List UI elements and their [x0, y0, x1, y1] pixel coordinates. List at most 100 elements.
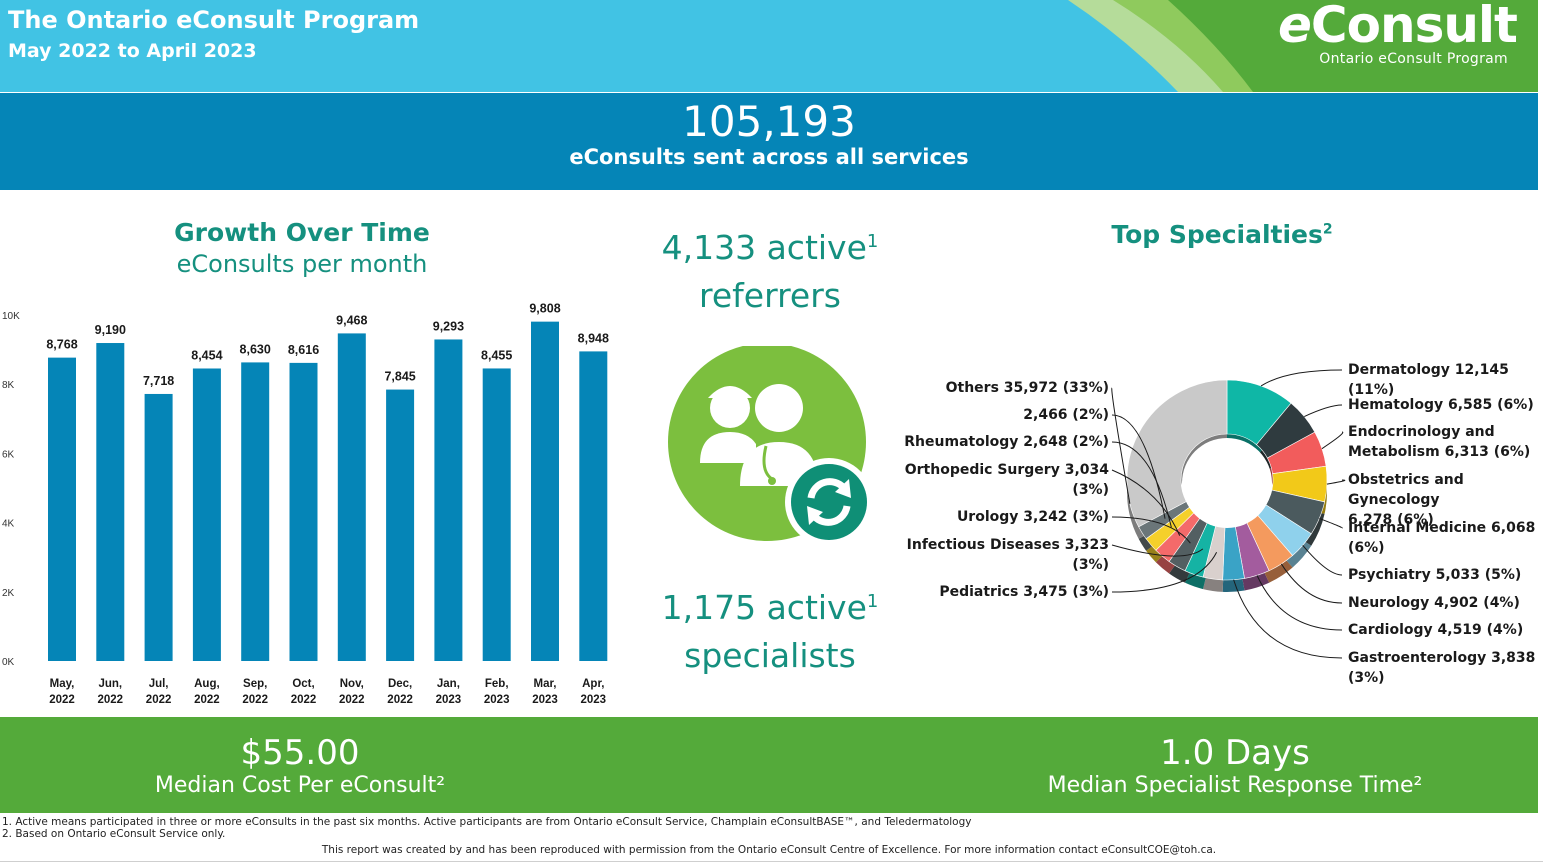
x-tick-label: 2023: [532, 694, 558, 706]
report-title: The Ontario eConsult Program: [8, 6, 420, 34]
y-tick-label: 6K: [2, 449, 15, 460]
bar-value-label: 8,454: [191, 348, 222, 362]
specialty-label-line: Pediatrics 3,475 (3%): [939, 584, 1109, 600]
specialty-label-line: Internal Medicine 6,068: [1348, 520, 1536, 536]
growth-chart-subtitle: eConsults per month: [176, 250, 428, 278]
bar: [48, 357, 76, 661]
specialty-label: Neurology 4,902 (4%): [1348, 593, 1543, 613]
x-tick-label: 2022: [194, 694, 220, 706]
bar-value-label: 8,768: [46, 338, 77, 352]
specialty-label-line: Obstetrics and Gynecology: [1348, 472, 1464, 508]
x-tick-label: Mar,: [533, 678, 556, 690]
x-tick-label: May,: [50, 678, 75, 690]
bar: [337, 333, 366, 661]
leader-line: [1326, 479, 1346, 485]
leader-line: [1321, 431, 1344, 450]
median-cost-label: Median Cost Per eConsult²: [154, 773, 446, 798]
leader-line: [1111, 387, 1131, 504]
bar-value-label: 8,455: [481, 348, 512, 362]
active-referrers-value: 4,133 active: [661, 228, 867, 267]
specialty-label: Endocrinology and Metabolism 6,313 (6%): [1348, 422, 1543, 462]
x-tick-label: 2022: [387, 694, 413, 706]
median-response-block: 1.0 Days Median Specialist Response Time…: [1030, 717, 1440, 799]
footnotes: 1. Active means participated in three or…: [2, 816, 971, 840]
x-tick-label: Oct,: [292, 678, 314, 690]
specialty-label-line: Rheumatology 2,648 (2%): [904, 434, 1109, 450]
median-cost-value: $55.00: [240, 733, 360, 773]
x-tick-label: 2022: [242, 694, 268, 706]
specialty-label-line: Psychiatry 5,033 (5%): [1348, 567, 1522, 583]
growth-chart-title: Growth Over Time: [174, 218, 430, 247]
leader-line: [1111, 552, 1218, 593]
active-specialists-stat: 1,175 active1 specialists: [635, 578, 905, 680]
bar-value-label: 9,808: [529, 302, 560, 316]
report-date-range: May 2022 to April 2023: [8, 40, 257, 62]
specialties-chart-title: Top Specialties2: [1040, 220, 1404, 249]
specialty-label-line: Dermatology 12,145 (11%): [1348, 362, 1509, 398]
specialty-label: Dermatology 12,145 (11%): [1348, 360, 1543, 400]
bar: [96, 343, 125, 661]
x-tick-label: 2023: [581, 694, 607, 706]
x-tick-label: 2022: [291, 694, 317, 706]
specialty-label-line: Hematology 6,585 (6%): [1348, 397, 1534, 413]
specialty-label-line: 6,278 (6%): [1348, 512, 1434, 528]
footnote-2: 2. Based on Ontario eConsult Service onl…: [2, 828, 226, 840]
specialty-label: Internal Medicine 6,068 (6%): [1348, 518, 1543, 558]
top-specialties-donut-chart: [1111, 369, 1346, 659]
specialty-label: Others 35,972 (33%): [900, 378, 1109, 398]
median-response-value: 1.0 Days: [1160, 733, 1310, 773]
x-tick-label: 2023: [436, 694, 462, 706]
y-tick-label: 8K: [2, 380, 15, 391]
specialty-label-line: Metabolism 6,313 (6%): [1348, 444, 1531, 460]
median-cost-block: $55.00 Median Cost Per eConsult²: [100, 717, 500, 799]
bar-value-label: 9,190: [95, 323, 126, 337]
bar-value-label: 9,468: [336, 313, 367, 327]
specialty-label: Pediatrics 3,475 (3%): [900, 582, 1109, 602]
specialty-label: Rheumatology 2,648 (2%): [900, 432, 1109, 452]
specialty-label-line: Orthopedic Surgery 3,034: [904, 462, 1109, 478]
active-referrers-label: referrers: [699, 276, 841, 315]
specialty-label: Infectious Diseases 3,323 (3%): [900, 535, 1109, 575]
x-tick-label: Feb,: [485, 678, 509, 690]
leader-line: [1111, 441, 1172, 528]
x-tick-label: Nov,: [340, 678, 364, 690]
econsult-logo: eConsult Ontario eConsult Program: [1278, 0, 1518, 92]
bar: [144, 393, 173, 661]
active-specialists-label: specialists: [684, 636, 856, 675]
logo-wordmark: eConsult: [1278, 0, 1518, 54]
specialty-label-line: Endocrinology and: [1348, 424, 1495, 440]
bar-value-label: 7,845: [384, 370, 415, 384]
specialty-label: Obstetrics and Gynecology 6,278 (6%): [1348, 470, 1543, 530]
specialty-label-line: Others 35,972 (33%): [945, 380, 1109, 396]
footer-metrics-banner: $55.00 Median Cost Per eConsult² 1.0 Day…: [0, 717, 1538, 813]
x-tick-label: Jun,: [98, 678, 122, 690]
x-tick-label: Aug,: [194, 678, 220, 690]
x-tick-label: 2023: [484, 694, 510, 706]
specialty-label-line: (3%): [1072, 482, 1109, 498]
specialty-label-line: Infectious Diseases 3,323: [906, 537, 1109, 553]
bar: [482, 368, 511, 661]
specialty-label-line: 2,466 (2%): [1023, 407, 1109, 423]
donut-hole: [1182, 438, 1272, 528]
bar-value-label: 8,948: [578, 331, 609, 345]
specialty-label: Psychiatry 5,033 (5%): [1348, 565, 1543, 585]
x-tick-label: 2022: [339, 694, 365, 706]
total-econsults-value: 105,193: [682, 97, 856, 146]
monthly-econsults-bar-chart: 0K 2K 4K 6K 8K 10K 8,768 May, 2022 9,190 Jun, 2022 7…: [2, 302, 609, 706]
specialty-label: Cardiology 4,519 (4%): [1348, 620, 1543, 640]
bar: [241, 362, 270, 661]
specialty-label-line: Cardiology 4,519 (4%): [1348, 622, 1524, 638]
report-credit: This report was created by and has been …: [321, 844, 1217, 856]
y-tick-label: 4K: [2, 519, 15, 530]
specialty-label-line: (3%): [1348, 670, 1385, 686]
bar-value-label: 7,718: [143, 374, 174, 388]
leader-line: [1256, 575, 1343, 631]
specialty-label-line: Gastroenterology 3,838: [1348, 650, 1536, 666]
active-specialists-value: 1,175 active: [661, 588, 867, 627]
y-tick-label: 0K: [2, 657, 15, 668]
footnote-marker: 1: [866, 231, 879, 252]
header-swoosh-graphic: [1068, 0, 1538, 92]
bar: [192, 368, 221, 661]
specialty-label: Orthopedic Surgery 3,034 (3%): [900, 460, 1109, 500]
footnote-marker: 1: [866, 591, 879, 612]
